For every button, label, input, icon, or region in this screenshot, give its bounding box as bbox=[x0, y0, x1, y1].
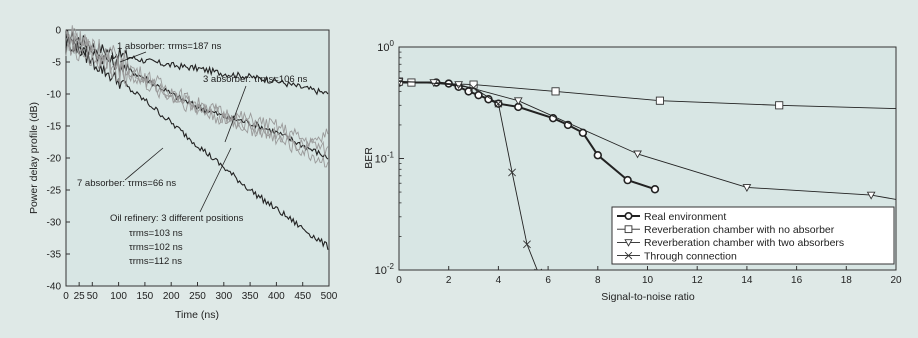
annotation-oil-refinery-arrow bbox=[199, 147, 232, 213]
right-y-tick-label: 10-1 bbox=[375, 151, 395, 166]
right-x-axis-label: Signal-to-noise ratio bbox=[601, 291, 695, 303]
marker-x bbox=[508, 168, 516, 177]
marker-x bbox=[624, 251, 633, 260]
left-x-tick-label: 400 bbox=[268, 291, 285, 302]
left-x-tick-label: 250 bbox=[189, 291, 206, 302]
left-x-axis-label: Time (ns) bbox=[175, 309, 219, 321]
marker-square bbox=[551, 87, 560, 96]
marker-circle bbox=[650, 185, 660, 194]
annotation-oil-tau-1: τrms=103 ns bbox=[129, 228, 183, 239]
legend-label: Real environment bbox=[644, 211, 726, 223]
right-x-tick-label: 18 bbox=[841, 275, 853, 286]
legend-label: Reverberation chamber with no absorber bbox=[644, 224, 835, 236]
annotation-oil-tau-2: τrms=102 ns bbox=[129, 242, 183, 253]
left-y-tick-label: -5 bbox=[52, 58, 61, 69]
left-y-tick-label: 0 bbox=[55, 26, 61, 37]
right-x-tick-label: 8 bbox=[595, 275, 601, 286]
marker-circle bbox=[474, 90, 483, 100]
marker-triangle bbox=[742, 184, 752, 192]
left-x-tick-label: 150 bbox=[137, 291, 154, 302]
annotation-oil-refinery: Oil refinery: 3 different positions bbox=[110, 213, 244, 224]
right-series-line bbox=[399, 81, 538, 270]
right-axes: 0 2 4 6 8 10 12 14 16 18 20 10-2 10-1 100 bbox=[375, 39, 902, 286]
annotation-7-absorber-arrow bbox=[124, 147, 164, 181]
left-y-tick-label: -10 bbox=[47, 90, 62, 101]
marker-triangle bbox=[513, 97, 523, 106]
left-x-tick-label: 450 bbox=[294, 291, 311, 302]
left-y-tick-label: -40 bbox=[47, 282, 62, 293]
legend-box bbox=[611, 206, 895, 265]
annotation-7-absorber: 7 absorber: τrms=66 ns bbox=[77, 178, 176, 189]
left-x-tick-label: 50 bbox=[87, 291, 99, 302]
marker-x bbox=[469, 83, 478, 92]
left-x-tick-label: 25 bbox=[74, 291, 86, 302]
marker-circle bbox=[623, 175, 632, 185]
left-series-line bbox=[66, 30, 329, 96]
annotation-3-absorber: 3 absorber: τrms=106 ns bbox=[203, 74, 308, 85]
right-x-tick-label: 20 bbox=[890, 275, 902, 286]
marker-square bbox=[624, 225, 633, 234]
legend-label: Through connection bbox=[644, 250, 737, 262]
right-x-tick-label: 14 bbox=[741, 275, 753, 286]
left-plot-area bbox=[65, 29, 330, 287]
left-y-axis-label: Power delay profile (dB) bbox=[28, 102, 40, 214]
left-y-tick-label: -15 bbox=[47, 122, 62, 133]
left-y-tick-label: -35 bbox=[47, 250, 62, 261]
left-x-tick-label: 200 bbox=[163, 291, 180, 302]
left-series-group bbox=[65, 25, 329, 250]
right-x-tick-label: 2 bbox=[446, 275, 452, 286]
left-y-tick-label: -30 bbox=[47, 218, 62, 229]
marker-circle bbox=[464, 87, 473, 96]
marker-triangle bbox=[624, 239, 633, 247]
left-x-tick-label: 500 bbox=[321, 291, 338, 302]
right-x-tick-label: 0 bbox=[396, 275, 402, 286]
right-x-tick-label: 10 bbox=[642, 275, 654, 286]
right-x-tick-label: 16 bbox=[791, 275, 803, 286]
marker-triangle bbox=[866, 191, 876, 200]
marker-square bbox=[655, 96, 664, 105]
right-x-tick-label: 12 bbox=[692, 275, 704, 286]
right-y-tick-label: 10-2 bbox=[375, 262, 395, 277]
left-axes: 0 25 50 100 150 200 250 300 350 400 450 500 0 -5 -10 -1… bbox=[47, 26, 338, 303]
right-series-group bbox=[399, 77, 896, 270]
annotation-oil-tau-3: τrms=112 ns bbox=[129, 256, 182, 267]
left-series-line bbox=[65, 32, 329, 250]
left-y-tick-label: -25 bbox=[47, 186, 62, 197]
marker-x bbox=[523, 240, 531, 249]
right-y-tick-label: 100 bbox=[377, 39, 394, 54]
annotation-1-absorber-arrow bbox=[119, 51, 147, 63]
right-series-line bbox=[399, 81, 896, 200]
ber-chart: 0 2 4 6 8 10 12 14 16 18 20 10-2 10-1 100 BER Signal-… bbox=[363, 39, 902, 303]
left-x-tick-label: 350 bbox=[242, 291, 259, 302]
power-delay-chart: 0 25 50 100 150 200 250 300 350 400 450 500 0 -5 -10 -1… bbox=[28, 25, 338, 321]
marker-square bbox=[775, 101, 784, 110]
right-x-tick-label: 4 bbox=[496, 275, 502, 286]
left-x-tick-label: 300 bbox=[215, 291, 232, 302]
right-y-axis-label: BER bbox=[363, 147, 375, 169]
right-x-tick-label: 6 bbox=[545, 275, 551, 286]
marker-circle bbox=[593, 151, 602, 160]
left-series-line bbox=[65, 25, 329, 156]
left-x-tick-label: 100 bbox=[110, 291, 127, 302]
left-series-line bbox=[65, 32, 329, 151]
marker-x bbox=[494, 99, 503, 108]
left-y-tick-label: -20 bbox=[47, 154, 62, 165]
left-series-line bbox=[65, 27, 329, 168]
annotation-3-absorber-arrow bbox=[224, 85, 247, 143]
marker-triangle bbox=[633, 150, 642, 159]
left-x-tick-label: 0 bbox=[63, 291, 69, 302]
legend-label: Reverberation chamber with two absorbers bbox=[644, 237, 844, 249]
marker-triangle bbox=[454, 81, 464, 90]
marker-circle bbox=[624, 212, 633, 221]
annotation-1-absorber: 1 absorber: τrms=187 ns bbox=[117, 41, 222, 52]
